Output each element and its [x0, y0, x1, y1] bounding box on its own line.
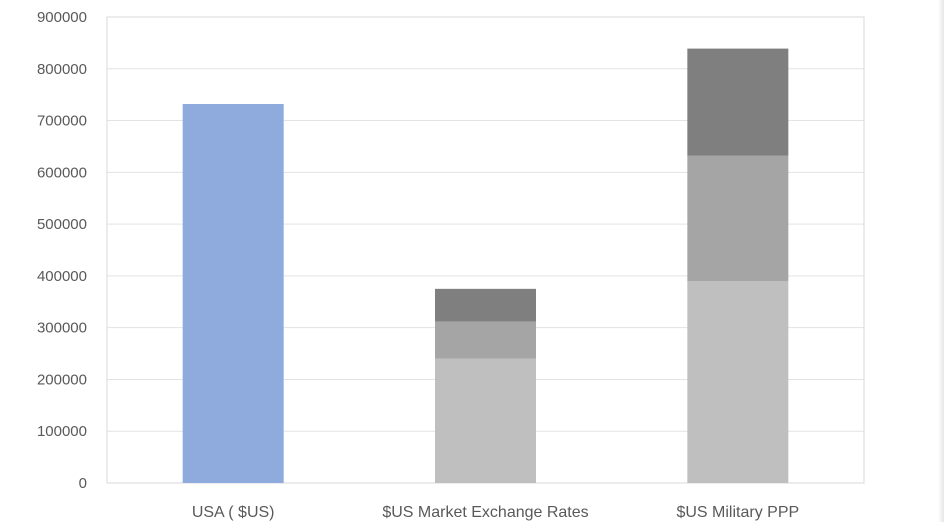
bar-segment-2-2 — [687, 155, 789, 282]
bar-segment-1-1 — [435, 358, 536, 483]
bars — [182, 48, 789, 483]
x-axis-tick-labels: USA ( $US) $US Market Exchange Rates $US M… — [192, 504, 799, 521]
y-tick-label: 300000 — [37, 320, 87, 337]
y-tick-label: 0 — [79, 475, 87, 492]
y-tick-label: 800000 — [37, 61, 87, 78]
right-edge-shadow — [938, 0, 944, 522]
bar-segment-2-3 — [687, 48, 789, 156]
y-tick-label: 200000 — [37, 371, 87, 388]
bar-segment-1-2 — [435, 321, 536, 359]
x-tick-label: $US Market Exchange Rates — [382, 504, 588, 521]
y-tick-label: 500000 — [37, 216, 87, 233]
x-tick-label: $US Military PPP — [676, 504, 799, 521]
y-tick-label: 900000 — [37, 9, 87, 26]
y-tick-label: 700000 — [37, 113, 87, 130]
bar-segment-1-3 — [435, 288, 536, 322]
y-axis-tick-labels: 0 100000 200000 300000 400000 500000 600000 700… — [37, 9, 87, 492]
y-tick-label: 400000 — [37, 268, 87, 285]
x-tick-label: USA ( $US) — [192, 504, 275, 521]
bar-segment-2-1 — [687, 281, 789, 483]
bar-segment-0-0 — [182, 103, 284, 483]
y-tick-label: 100000 — [37, 423, 87, 440]
y-tick-label: 600000 — [37, 164, 87, 181]
